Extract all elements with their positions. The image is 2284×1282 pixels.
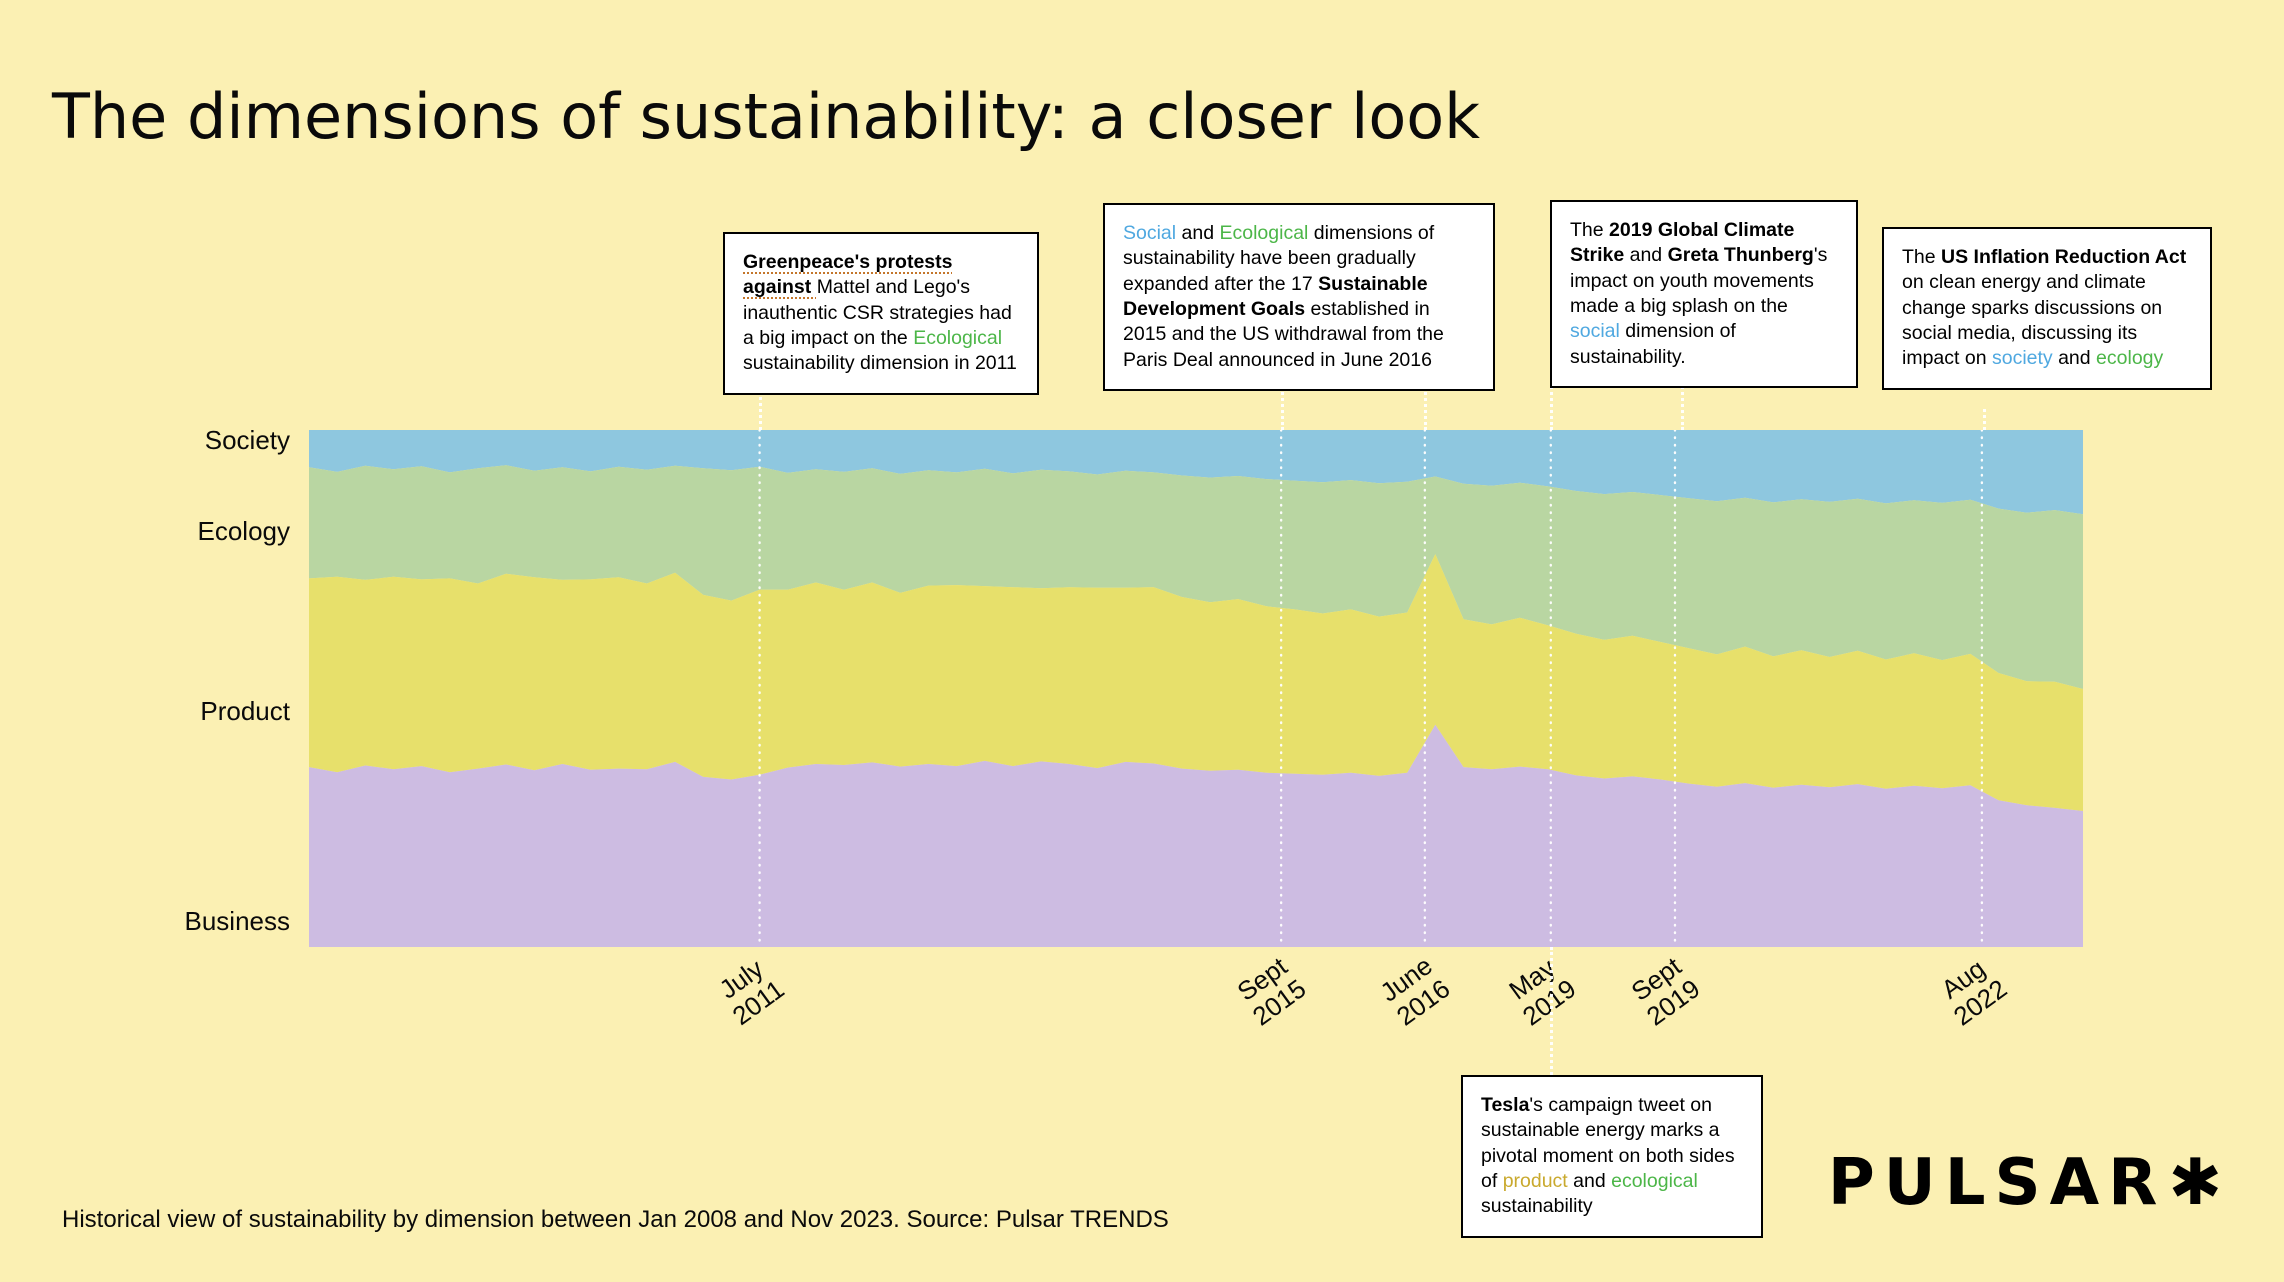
y-axis-label-product: Product	[200, 696, 290, 726]
connector-aug-2022	[1983, 409, 1986, 430]
annotation-inflation-reduction-act: The US Inflation Reduction Act on clean …	[1882, 227, 2212, 390]
connector-sept-2015	[1281, 387, 1284, 430]
annotation-sdg-paris: Social and Ecological dimensions of sust…	[1103, 203, 1495, 392]
area-band-product	[309, 554, 2083, 811]
annotation-tesla: Tesla's campaign tweet on sustainable en…	[1461, 1075, 1763, 1238]
connector-july-2011	[759, 392, 762, 430]
pulsar-logo: PULSAR✱	[1828, 1146, 2222, 1220]
connector-tesla	[1550, 947, 1553, 1075]
connector-sept-2019	[1681, 369, 1684, 430]
asterisk-icon: ✱	[2168, 1146, 2222, 1220]
area-band-ecology	[309, 465, 2083, 689]
source-caption: Historical view of sustainability by dim…	[62, 1206, 1169, 1233]
area-band-business	[309, 724, 2083, 947]
area-band-society	[309, 430, 2083, 515]
connector-june-2016	[1424, 387, 1427, 430]
y-axis-label-business: Business	[184, 906, 291, 936]
y-axis-label-ecology: Ecology	[197, 516, 291, 546]
stacked-area-chart	[309, 430, 2083, 947]
y-axis-label-society: Society	[204, 425, 290, 455]
pulsar-logo-text: PULSAR	[1827, 1146, 2167, 1220]
chart-canvas	[309, 430, 2083, 947]
page-title: The dimensions of sustainability: a clos…	[52, 79, 1481, 153]
annotation-greenpeace: Greenpeace's protests against Mattel and…	[723, 232, 1039, 395]
annotation-climate-strike: The 2019 Global Climate Strike and Greta…	[1550, 200, 1858, 389]
connector-may-2019	[1550, 369, 1553, 430]
